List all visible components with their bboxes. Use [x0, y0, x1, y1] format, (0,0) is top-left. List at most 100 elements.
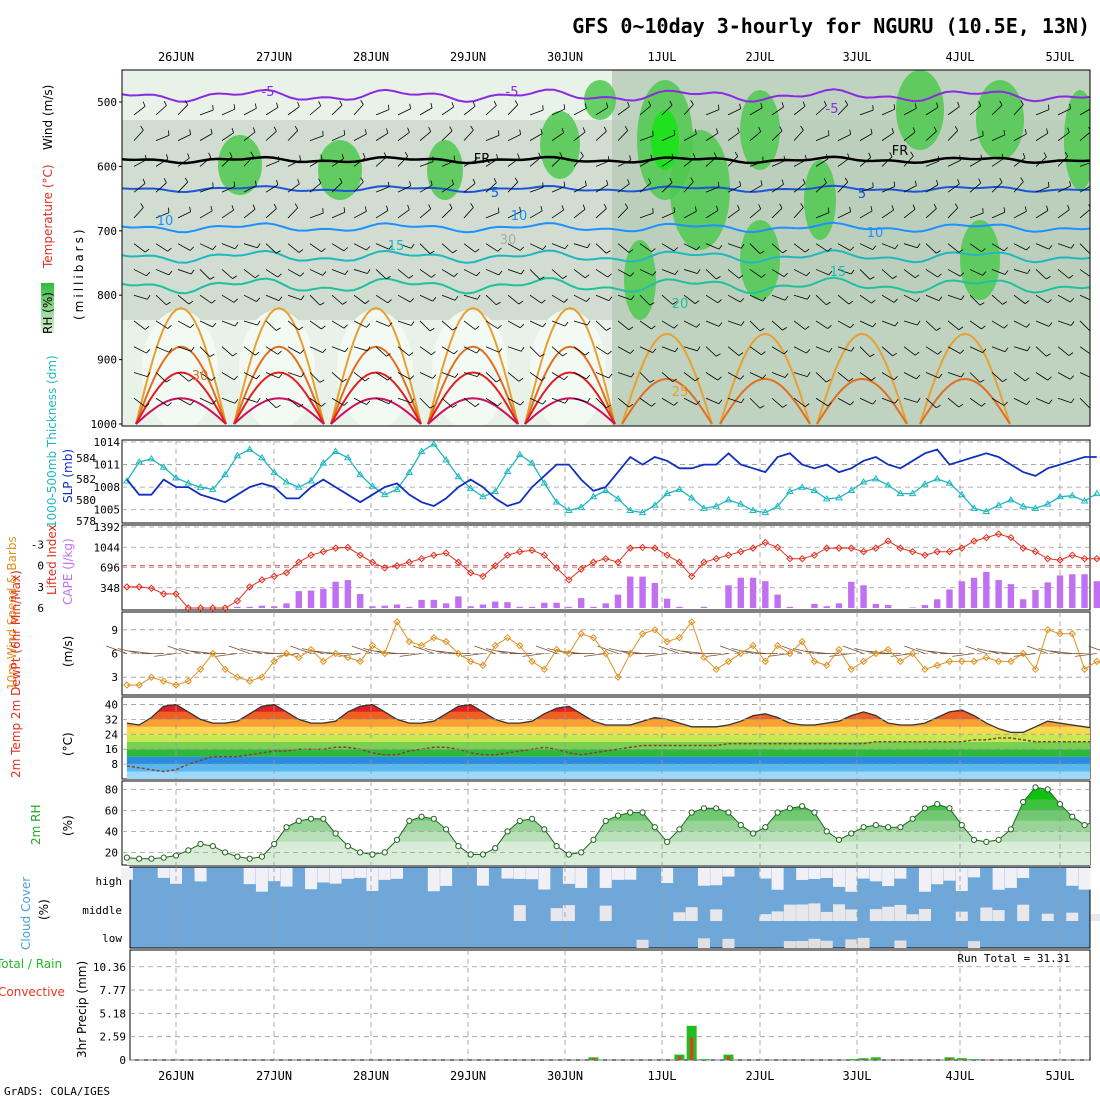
wind10-point [859, 657, 868, 666]
wind-barb-flag [1003, 207, 1006, 213]
wind10-point [356, 657, 364, 666]
wind10-point [442, 637, 450, 646]
wind10-point [749, 641, 757, 650]
date-label-bottom: 29JUN [450, 1069, 486, 1083]
thickness-point [356, 470, 365, 478]
wind-barb [969, 135, 984, 142]
wind-barb [155, 372, 167, 383]
wind-barb [133, 129, 144, 141]
wind10-point [307, 645, 315, 654]
wind-barb-flag [144, 154, 147, 160]
wind-barb [1057, 320, 1072, 326]
wind-barb [573, 155, 584, 167]
wind-barb [969, 269, 983, 276]
li-point [982, 533, 991, 542]
cape-bar [565, 606, 573, 608]
wind-barb [991, 320, 1005, 329]
wind10-barb [399, 653, 422, 657]
cloud-high-block [943, 868, 956, 881]
wind-barb [155, 158, 169, 167]
wind-barb-flag [1024, 129, 1027, 135]
wind-barb [1013, 346, 1028, 352]
wind10m-panel: 369 10m Wind Speed & Barbs (m/s) [5, 536, 1100, 696]
li-point [602, 554, 610, 563]
wind10-point [270, 657, 278, 666]
wind-barb-flag [407, 204, 410, 210]
li-point [221, 604, 229, 612]
rh2m-point [848, 830, 855, 837]
wind-barb [925, 372, 940, 379]
wind-barb [507, 243, 521, 251]
wind-barb [529, 372, 542, 381]
wind-barb [727, 320, 742, 326]
wind-barb [573, 243, 588, 249]
wind-barb [551, 372, 565, 381]
wind-barb [859, 346, 871, 357]
wind-barb [903, 320, 918, 326]
wind10-point [687, 618, 696, 626]
wind-barb-flag [514, 100, 519, 106]
cloud-middle-block [550, 908, 563, 921]
rh2m-point [1056, 801, 1064, 808]
wind-barb [155, 397, 168, 407]
wind-barb [177, 372, 190, 382]
wind-barb-flag [540, 128, 543, 134]
wind-barb [551, 320, 566, 327]
wind-barb [287, 269, 301, 277]
wind-barb [485, 320, 498, 329]
wind-barb [1035, 186, 1050, 193]
wind-barb-flag [889, 152, 893, 157]
precip-panel-frame [129, 949, 1091, 1061]
wind-barb [331, 320, 345, 329]
cloud-middle-block [783, 904, 796, 921]
wind-barb [463, 183, 476, 193]
wind-barb [881, 108, 895, 116]
wind-barb [661, 134, 675, 142]
wind-barb [441, 320, 453, 331]
wind-barb [441, 106, 454, 116]
wind-barb-flag [252, 127, 256, 133]
wind-barb-flag [826, 301, 831, 306]
wind-barb [221, 156, 233, 167]
wind-barb [155, 346, 170, 353]
wind-barb-flag [1047, 376, 1052, 381]
wind-barb-flag [849, 246, 855, 251]
wind-barb [463, 129, 474, 141]
wind-barb [705, 294, 718, 304]
wind-barb-flag [673, 207, 676, 213]
li-point [1068, 551, 1076, 559]
wind-barb-flag [1002, 301, 1007, 305]
contour-label: 10 [511, 209, 528, 224]
wind-barb [837, 211, 851, 219]
cloud-high-block [612, 868, 624, 880]
wind-barb [133, 183, 146, 193]
wind-barb-flag [849, 401, 855, 406]
thickness-point [736, 500, 745, 507]
wind10-point [651, 626, 659, 634]
cloud-high-block [120, 868, 133, 880]
wind-barb-flag [762, 374, 767, 379]
li-point [663, 551, 671, 559]
wind-barb-flag [828, 130, 830, 136]
wind10-barb [363, 648, 385, 654]
wind-barb [1013, 320, 1027, 328]
wind-barb [793, 294, 808, 300]
surface-temp-contour [135, 371, 227, 425]
wind-barb-flag [497, 324, 502, 329]
cape-bar [393, 604, 401, 608]
wind-barb [309, 212, 324, 219]
cloud-high-block [317, 868, 330, 883]
wind-barb [969, 243, 982, 253]
date-label-bottom: 5JUL [1046, 1069, 1075, 1083]
wind-barb-flag [344, 347, 349, 352]
wind-barb [903, 269, 916, 279]
wind-barb-flag [454, 373, 459, 378]
wind-barb-flag [850, 346, 855, 352]
wind-barb-flag [912, 127, 916, 133]
wind-barb-flag [954, 203, 959, 209]
wind-barb [705, 397, 720, 405]
cape-bar [872, 603, 880, 608]
wind-barb [969, 212, 984, 219]
